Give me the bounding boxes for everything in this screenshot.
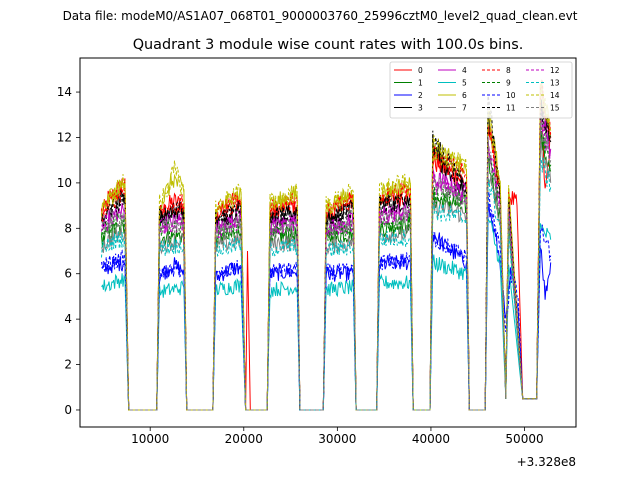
legend-label-13: 13 xyxy=(550,79,560,88)
series-layer xyxy=(101,79,552,411)
legend-label-5: 5 xyxy=(462,79,467,88)
x-tick-label: 20000 xyxy=(225,432,263,446)
legend-label-9: 9 xyxy=(506,79,511,88)
legend-label-1: 1 xyxy=(418,79,423,88)
legend-label-12: 12 xyxy=(550,66,560,75)
series-line-15 xyxy=(101,116,552,411)
legend-label-8: 8 xyxy=(506,66,511,75)
x-axis: 10000 20000 30000 40000 50000 xyxy=(131,427,544,446)
legend-label-15: 15 xyxy=(550,104,560,113)
legend-label-2: 2 xyxy=(418,91,423,100)
legend-label-6: 6 xyxy=(462,91,467,100)
x-tick-label: 50000 xyxy=(505,432,543,446)
chart-suptitle: Data file: modeM0/AS1A07_068T01_90000037… xyxy=(63,9,578,23)
plot-frame xyxy=(79,57,577,428)
y-tick-label: 4 xyxy=(64,312,72,326)
y-tick-label: 0 xyxy=(64,403,72,417)
legend-label-4: 4 xyxy=(462,66,467,75)
x-tick-label: 10000 xyxy=(131,432,169,446)
y-tick-label: 10 xyxy=(57,176,72,190)
legend-label-10: 10 xyxy=(506,91,516,100)
legend-label-14: 14 xyxy=(550,91,560,100)
x-offset-label: +3.328e8 xyxy=(517,455,576,469)
y-tick-label: 2 xyxy=(64,358,72,372)
y-axis: 0 2 4 6 8 10 12 14 xyxy=(57,85,80,417)
legend-label-3: 3 xyxy=(418,104,423,113)
legend-label-7: 7 xyxy=(462,104,467,113)
legend-box xyxy=(389,61,573,119)
y-tick-label: 14 xyxy=(57,85,72,99)
chart-title: Quadrant 3 module wise count rates with … xyxy=(133,37,524,53)
legend-label-0: 0 xyxy=(418,66,423,75)
x-tick-label: 30000 xyxy=(318,432,356,446)
x-tick-label: 40000 xyxy=(412,432,450,446)
y-tick-label: 6 xyxy=(64,267,72,281)
y-tick-label: 8 xyxy=(64,221,72,235)
series-line-12 xyxy=(101,116,552,411)
legend-label-11: 11 xyxy=(506,104,516,113)
y-tick-label: 12 xyxy=(57,130,72,144)
